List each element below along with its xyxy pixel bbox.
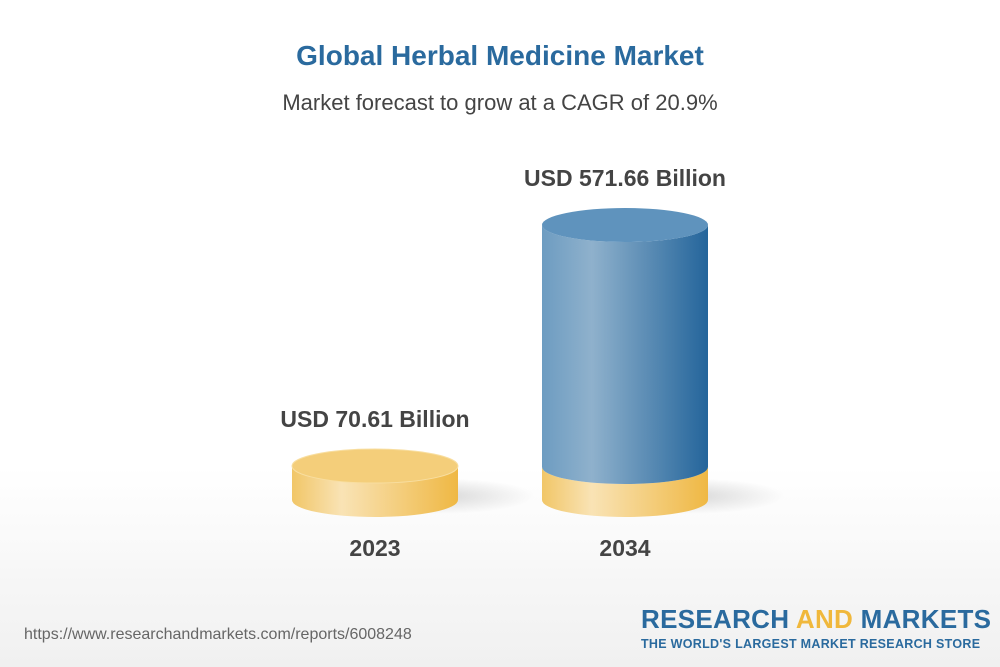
data-label: USD 70.61 Billion	[280, 406, 469, 432]
source-url[interactable]: https://www.researchandmarkets.com/repor…	[24, 626, 412, 643]
bar-2023-body	[292, 466, 458, 517]
chart-title: Global Herbal Medicine Market	[296, 40, 704, 71]
x-tick-label: 2034	[599, 535, 650, 561]
bar-2034-body	[542, 225, 708, 484]
bar-2034-base-body	[542, 467, 708, 517]
chart-subtitle: Market forecast to grow at a CAGR of 20.…	[282, 90, 718, 115]
data-label: USD 571.66 Billion	[524, 165, 726, 191]
bar-2034-top	[542, 208, 708, 242]
bar-2023-top	[291, 448, 459, 484]
research-and-markets-logo: RESEARCH AND MARKETS THE WORLD'S LARGEST…	[641, 604, 992, 651]
x-tick-label: 2023	[349, 535, 400, 561]
chart: USD 70.61 Billion 2023 USD 571.66 Billion 2…	[280, 165, 785, 561]
